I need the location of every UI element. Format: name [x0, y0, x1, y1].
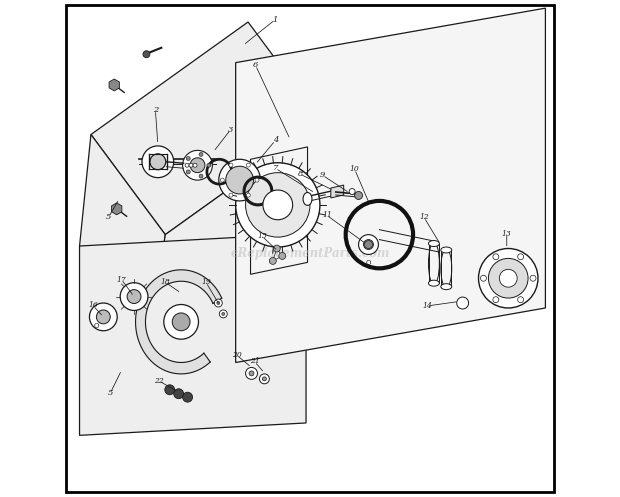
- Polygon shape: [136, 270, 222, 374]
- Text: 10: 10: [350, 165, 360, 173]
- Polygon shape: [112, 203, 122, 215]
- Polygon shape: [79, 135, 166, 346]
- Text: 18: 18: [161, 278, 170, 286]
- Circle shape: [518, 254, 524, 260]
- Text: 4: 4: [273, 137, 278, 145]
- Text: 5: 5: [106, 213, 112, 221]
- Circle shape: [246, 172, 310, 237]
- Circle shape: [222, 313, 225, 316]
- Circle shape: [219, 310, 228, 318]
- Text: 9: 9: [320, 171, 325, 179]
- Text: 20: 20: [232, 351, 242, 359]
- Circle shape: [217, 302, 220, 305]
- Circle shape: [530, 275, 536, 281]
- Polygon shape: [331, 185, 343, 198]
- Circle shape: [193, 163, 197, 167]
- Text: 2: 2: [153, 106, 158, 114]
- Text: 17: 17: [117, 276, 126, 284]
- Polygon shape: [149, 122, 322, 346]
- Circle shape: [249, 371, 254, 376]
- Circle shape: [150, 154, 166, 169]
- Text: 11: 11: [322, 211, 332, 219]
- Circle shape: [489, 258, 528, 298]
- Circle shape: [493, 297, 499, 303]
- Text: O: O: [93, 323, 99, 329]
- Circle shape: [183, 392, 193, 402]
- Circle shape: [246, 163, 250, 167]
- Circle shape: [226, 166, 254, 194]
- Circle shape: [186, 157, 190, 161]
- Circle shape: [263, 190, 293, 220]
- Text: 6: 6: [253, 61, 258, 69]
- Circle shape: [164, 305, 198, 339]
- Circle shape: [229, 163, 233, 167]
- Text: 19: 19: [201, 278, 211, 286]
- Circle shape: [363, 240, 373, 249]
- Text: 22: 22: [154, 377, 164, 385]
- Circle shape: [457, 297, 469, 309]
- Circle shape: [499, 269, 517, 287]
- Circle shape: [207, 163, 211, 167]
- Polygon shape: [79, 234, 306, 435]
- Circle shape: [185, 163, 189, 167]
- Text: 5: 5: [108, 389, 113, 397]
- Circle shape: [246, 367, 257, 379]
- Circle shape: [190, 158, 205, 172]
- Ellipse shape: [441, 247, 452, 253]
- Circle shape: [358, 235, 378, 254]
- Circle shape: [229, 193, 233, 197]
- Circle shape: [142, 146, 174, 177]
- Ellipse shape: [428, 241, 440, 247]
- Circle shape: [174, 389, 184, 399]
- Circle shape: [215, 299, 223, 307]
- Text: 21: 21: [250, 357, 259, 365]
- Text: 7: 7: [273, 164, 278, 172]
- Circle shape: [186, 170, 190, 174]
- Circle shape: [143, 51, 150, 58]
- Polygon shape: [91, 22, 322, 235]
- Circle shape: [279, 252, 286, 259]
- Circle shape: [96, 310, 110, 324]
- Circle shape: [172, 313, 190, 331]
- Circle shape: [273, 245, 280, 252]
- Circle shape: [269, 257, 277, 264]
- Circle shape: [220, 178, 224, 182]
- Circle shape: [262, 377, 267, 381]
- Circle shape: [183, 151, 213, 180]
- Text: 8: 8: [298, 170, 303, 178]
- Polygon shape: [109, 79, 120, 91]
- Text: 16: 16: [88, 302, 98, 310]
- Circle shape: [479, 248, 538, 308]
- Text: 13: 13: [502, 230, 512, 238]
- Text: 15: 15: [257, 232, 267, 240]
- Circle shape: [246, 193, 250, 197]
- Text: 1: 1: [273, 15, 278, 23]
- Circle shape: [189, 163, 193, 167]
- Circle shape: [236, 163, 320, 247]
- Circle shape: [89, 303, 117, 331]
- Circle shape: [219, 160, 260, 201]
- Circle shape: [199, 153, 203, 157]
- Circle shape: [120, 283, 148, 311]
- Circle shape: [127, 290, 141, 304]
- Circle shape: [259, 374, 269, 384]
- Circle shape: [349, 188, 355, 194]
- Ellipse shape: [303, 192, 312, 205]
- Ellipse shape: [441, 284, 452, 290]
- Text: O: O: [366, 260, 371, 266]
- Polygon shape: [236, 8, 546, 362]
- Circle shape: [165, 385, 175, 395]
- Text: 3: 3: [228, 126, 233, 134]
- Circle shape: [355, 191, 363, 199]
- Circle shape: [493, 254, 499, 260]
- Circle shape: [365, 241, 373, 248]
- Text: eReplacementParts.com: eReplacementParts.com: [230, 247, 390, 260]
- Text: 12: 12: [419, 213, 429, 221]
- Circle shape: [518, 297, 524, 303]
- Ellipse shape: [428, 280, 440, 286]
- Circle shape: [199, 174, 203, 178]
- Text: 14: 14: [422, 302, 432, 310]
- Circle shape: [480, 275, 487, 281]
- Circle shape: [255, 178, 259, 182]
